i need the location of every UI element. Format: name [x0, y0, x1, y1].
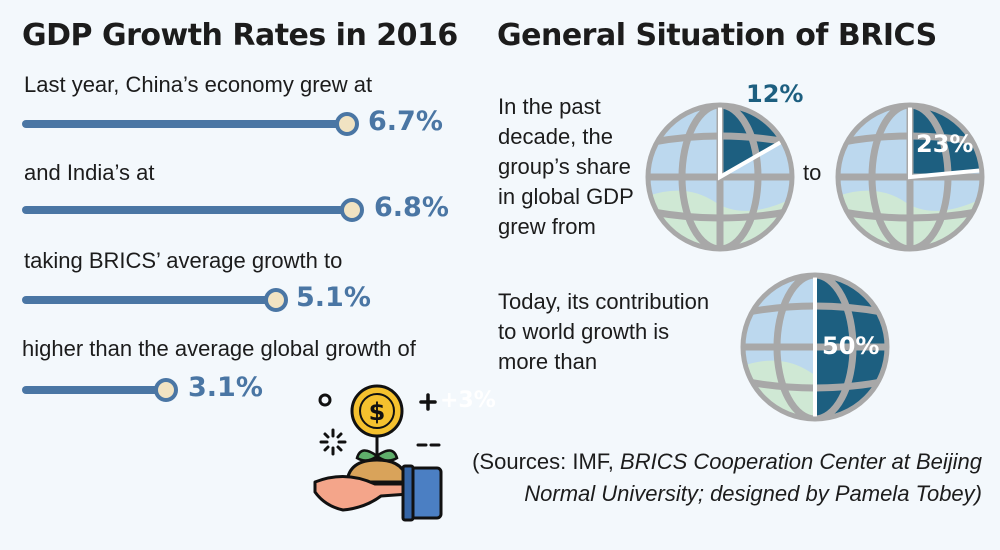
- share-line: group’s share: [498, 154, 631, 179]
- svg-text:$: $: [369, 398, 386, 426]
- sources-prefix: (Sources: IMF,: [472, 449, 621, 474]
- sources-designer: Normal University; designed by Pamela To…: [524, 481, 982, 506]
- contribution-line: more than: [498, 349, 598, 374]
- share-from-value: 12%: [746, 80, 804, 108]
- left-title: GDP Growth Rates in 2016: [22, 18, 458, 53]
- value-global: 3.1%: [188, 372, 263, 403]
- sources-line-1: (Sources: IMF, BRICS Cooperation Center …: [472, 446, 982, 478]
- share-line: in global GDP: [498, 184, 634, 209]
- value-brics: 5.1%: [296, 282, 371, 313]
- bar-china: [22, 120, 344, 128]
- bar-knob-china: [335, 112, 359, 136]
- bar-brics: [22, 296, 274, 304]
- globe-icon-50: [740, 272, 890, 427]
- sources-credit: (Sources: IMF, BRICS Cooperation Center …: [472, 446, 982, 510]
- contribution-line: Today, its contribution: [498, 289, 710, 314]
- globe-icon-23: [835, 102, 985, 257]
- bar-india: [22, 206, 348, 214]
- bar-knob-india: [340, 198, 364, 222]
- share-line: decade, the: [498, 124, 613, 149]
- value-china: 6.7%: [368, 106, 443, 137]
- row-label-brics: taking BRICS’ average growth to: [24, 248, 343, 273]
- row-label-china: Last year, China’s economy grew at: [24, 72, 373, 97]
- contribution-value: 50%: [822, 332, 880, 360]
- row-label-global: higher than the average global growth of: [22, 336, 416, 361]
- bar-knob-brics: [264, 288, 288, 312]
- share-to-value: 23%: [916, 130, 974, 158]
- globe-icon-12: [645, 102, 795, 257]
- plus-three-percent-text: +3%: [440, 388, 496, 413]
- contribution-line: to world growth is: [498, 319, 670, 344]
- sources-institution: BRICS Cooperation Center at Beijing: [620, 449, 982, 474]
- value-india: 6.8%: [374, 192, 449, 223]
- share-line: In the past: [498, 94, 601, 119]
- share-description: In the past decade, the group’s share in…: [498, 92, 634, 242]
- bar-global: [22, 386, 164, 394]
- sources-line-2: Normal University; designed by Pamela To…: [472, 478, 982, 510]
- to-label: to: [803, 160, 822, 185]
- share-line: grew from: [498, 214, 596, 239]
- money-plant-icon: $: [305, 382, 495, 522]
- contribution-description: Today, its contribution to world growth …: [498, 287, 709, 377]
- bar-knob-global: [154, 378, 178, 402]
- row-label-india: and India’s at: [24, 160, 155, 185]
- right-title: General Situation of BRICS: [497, 18, 937, 53]
